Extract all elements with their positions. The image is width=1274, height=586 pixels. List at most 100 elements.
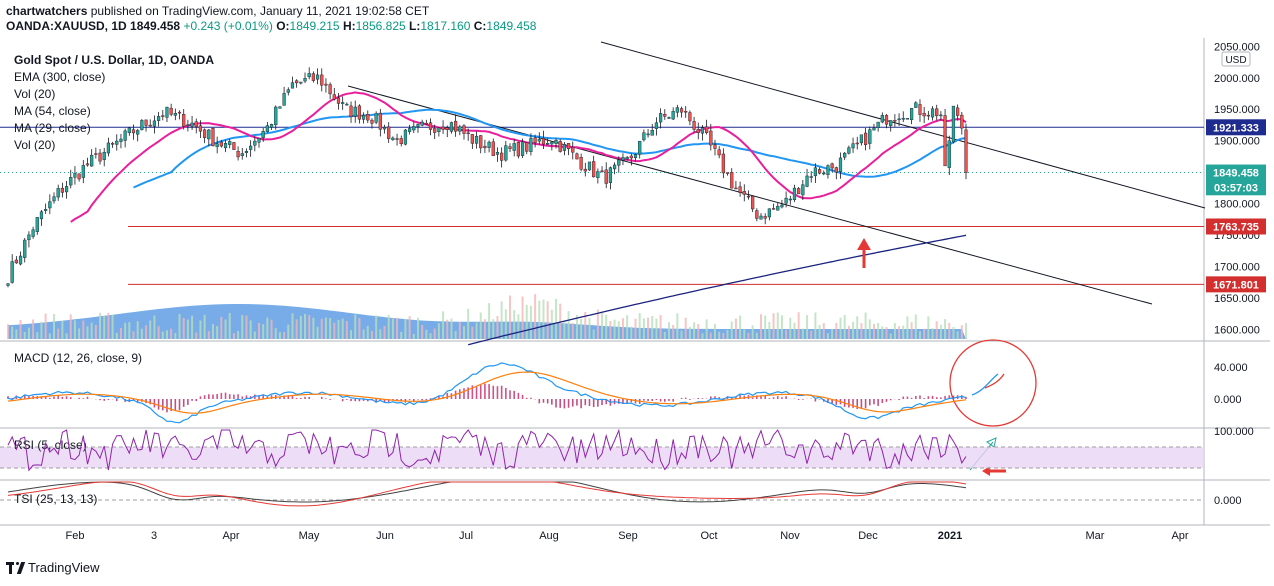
macd-hist-bar (906, 396, 909, 399)
candle-body (161, 115, 165, 117)
candle-body (872, 127, 876, 131)
macd-hist-bar (291, 395, 294, 399)
time-axis[interactable]: Feb 3 Apr May Jun Jul Aug Sep Oct Nov Dec 2021 Mar Ap… (66, 530, 1189, 542)
macd-hist-bar (417, 399, 419, 400)
macd-hist-bar (538, 399, 541, 404)
macd-hist-bar (425, 399, 428, 401)
candle (374, 111, 378, 125)
volume-bar (826, 333, 829, 339)
macd-hist-bar (546, 399, 549, 404)
candle (253, 136, 257, 152)
candle (449, 121, 454, 134)
volume-bar (609, 321, 612, 339)
macd-hist-bar (254, 394, 256, 399)
volume-bar (872, 323, 875, 339)
candle (905, 118, 910, 120)
candle (834, 166, 838, 180)
candle-body (859, 134, 864, 144)
macd-hist-bar (249, 396, 252, 399)
volume-bar (642, 318, 645, 339)
candle-body (905, 118, 910, 120)
candle (207, 128, 211, 147)
volume-bar (655, 318, 658, 339)
macd-hist-bar (584, 399, 587, 406)
rsi-tick-label: 100.000 (1214, 426, 1254, 438)
candle-body (353, 106, 357, 117)
macd-hist-bar (952, 395, 955, 399)
candle-body (119, 138, 123, 142)
candle (817, 167, 822, 175)
macd-hist-bar (44, 395, 47, 399)
candle-body (520, 141, 525, 156)
volume-bar (253, 331, 256, 339)
candle (592, 155, 596, 178)
candle-body (947, 140, 951, 168)
volume-bar (211, 324, 214, 339)
macd-hist-bar (818, 399, 821, 400)
price-tick-label: 2050.000 (1214, 41, 1260, 53)
candle (688, 110, 692, 126)
macd-hist-bar (53, 396, 55, 399)
price-badges: 1921.333 1849.458 03:57:03 1763.735 1671.801 (1206, 119, 1266, 293)
macd-hist-bar (7, 396, 9, 399)
macd-hist-bar (940, 397, 942, 399)
candle-body (642, 132, 646, 141)
macd-hist-bar (563, 399, 566, 409)
candle-body (826, 165, 830, 175)
volume-bar (174, 332, 177, 339)
close-label: C: (473, 19, 487, 33)
candle-body (123, 130, 127, 141)
candle-body (387, 126, 391, 139)
publisher-name[interactable]: chartwatchers (6, 4, 88, 18)
candle-body (550, 141, 554, 145)
volume-bar (433, 328, 436, 339)
volume-bar (793, 322, 796, 339)
macd-hist-bar (475, 386, 478, 399)
volume-bar (705, 319, 708, 339)
rsi-pane: RSI (5, close) (0, 428, 1204, 472)
volume-bar (801, 328, 804, 339)
volume-bar (220, 316, 223, 339)
volume-bar (885, 327, 888, 339)
candle (123, 128, 127, 148)
candle-body (198, 125, 203, 132)
ohlc-line: OANDA:XAUUSD, 1D 1849.458 +0.243 (+0.01%… (6, 19, 536, 34)
candle (110, 141, 115, 148)
candle-body (69, 177, 73, 186)
chart-frame (0, 38, 1270, 526)
candle-body (571, 147, 575, 153)
volume-bar (755, 332, 758, 339)
volume-bar (567, 311, 570, 339)
candle (198, 120, 203, 139)
candle-body (838, 157, 843, 172)
candle-body (608, 167, 613, 183)
candle (822, 170, 826, 176)
volume-bar (258, 322, 261, 339)
indicator-legend[interactable]: Gold Spot / U.S. Dollar, 1D, OANDA EMA (… (14, 53, 214, 152)
candle-body (177, 111, 182, 114)
candle-body (249, 145, 253, 150)
price-badge-label: 1849.458 (1213, 168, 1259, 180)
candle (215, 136, 219, 154)
candle-body (654, 122, 659, 129)
footer-brand[interactable]: TradingView (28, 560, 100, 575)
volume-bar (931, 328, 934, 339)
time-tick-label: Nov (780, 530, 800, 542)
volume-bar (262, 324, 265, 339)
macd-hist-bar (530, 397, 532, 399)
time-tick-label: Dec (858, 530, 878, 542)
candle-body (843, 152, 847, 158)
high-value: 1856.825 (355, 19, 406, 33)
chart-canvas[interactable]: Gold Spot / U.S. Dollar, 1D, OANDA EMA (… (0, 38, 1274, 560)
candle-body (433, 128, 437, 133)
volume-bar (559, 303, 562, 339)
volume-bar (592, 329, 595, 339)
candle-body (282, 93, 286, 106)
candle-body (203, 129, 207, 138)
candle (408, 124, 412, 135)
candle-body (721, 153, 725, 174)
candle-body (391, 137, 395, 141)
volume-bar (383, 326, 386, 339)
macd-hist-bar (262, 394, 264, 399)
candle-body (412, 126, 416, 131)
